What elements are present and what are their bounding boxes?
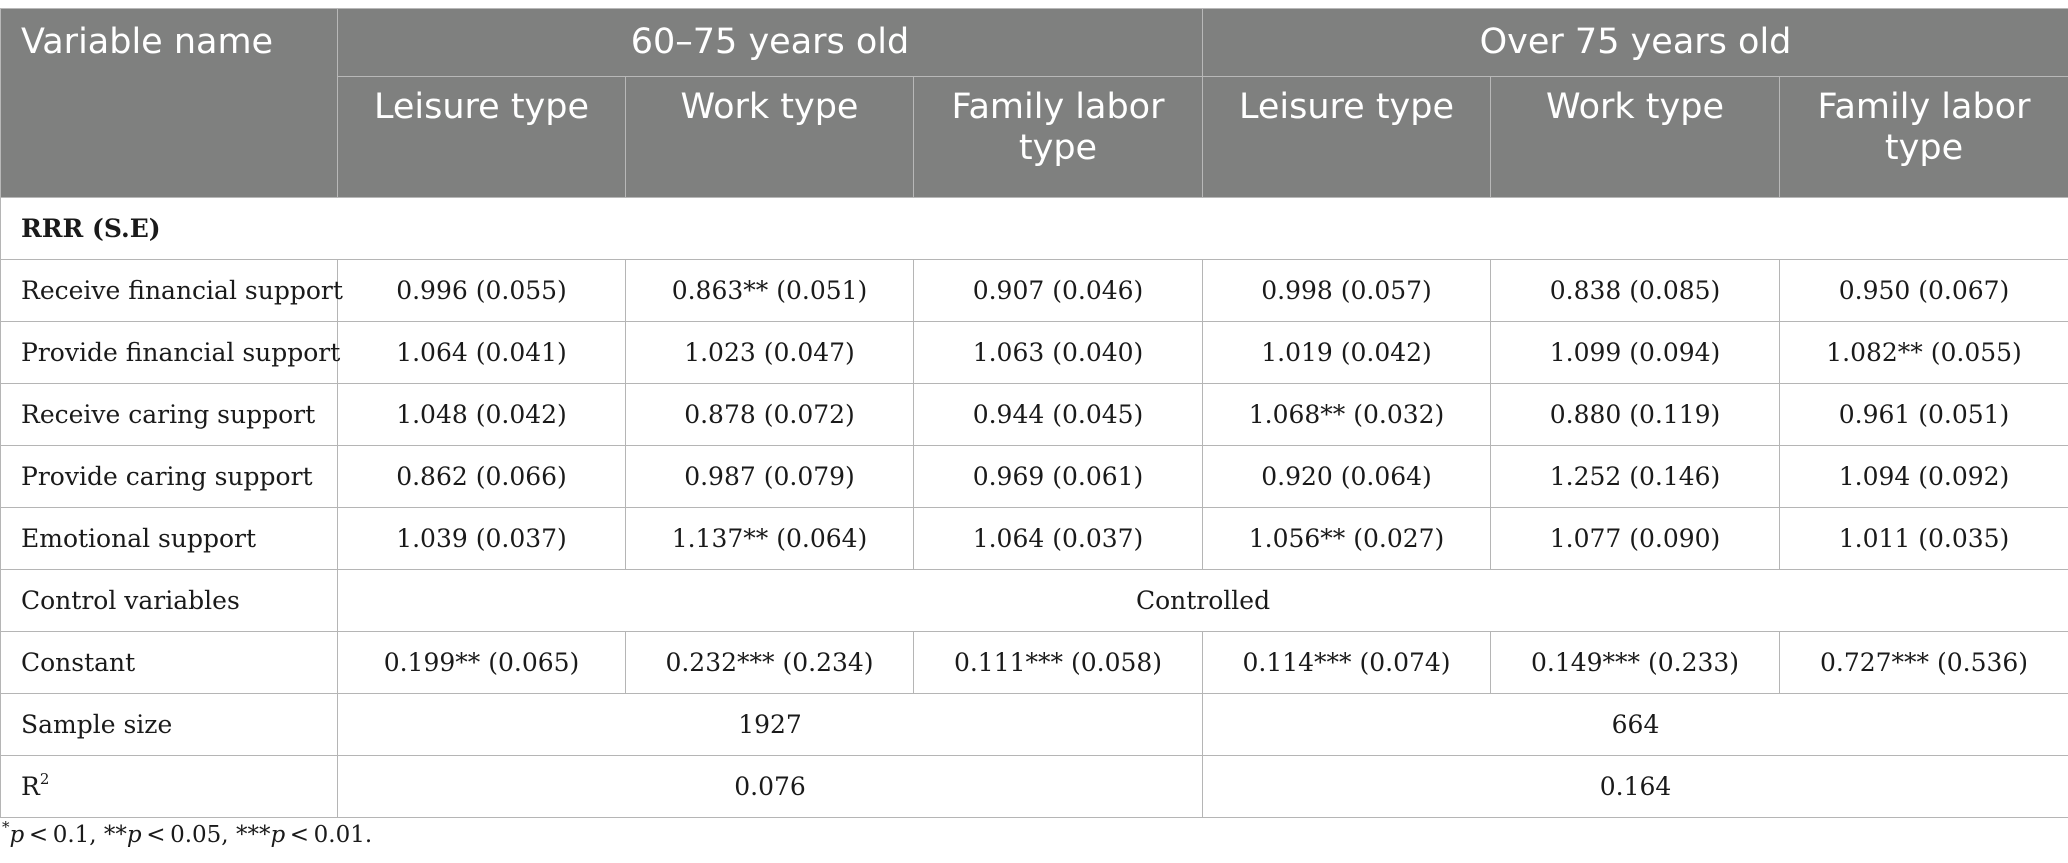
- table-cell: 0.111*** (0.058): [912, 631, 1204, 694]
- header-variable-name: Variable name: [0, 8, 338, 198]
- header-subcolumn: Family labor type: [912, 76, 1204, 198]
- table-cell: 0.838 (0.085): [1490, 259, 1781, 322]
- footnote-threshold-1: < 0.1,: [24, 822, 104, 848]
- table-cell: 1.011 (0.035): [1779, 507, 2068, 570]
- footnote-threshold-2: < 0.05,: [141, 822, 236, 848]
- table-cell: 0.920 (0.064): [1202, 445, 1492, 508]
- table-cell: 0.164: [1202, 755, 2068, 818]
- table-cell: 0.862 (0.066): [337, 445, 626, 508]
- table-cell: 0.076: [336, 755, 1204, 818]
- table-cell: 0.961 (0.051): [1779, 383, 2068, 446]
- table-cell: 0.878 (0.072): [625, 383, 914, 446]
- footnote-threshold-3: < 0.01.: [285, 822, 373, 848]
- table-row: Provide caring support 0.862 (0.066) 0.9…: [0, 445, 2068, 508]
- table-cell: 0.987 (0.079): [625, 445, 914, 508]
- footnote-stars-1: *: [2, 818, 10, 836]
- table-cell: 1.137** (0.064): [625, 507, 914, 570]
- row-label: Control variables: [0, 569, 338, 632]
- table-cell: 0.114*** (0.074): [1202, 631, 1492, 694]
- table-cell: 0.727*** (0.536): [1779, 631, 2068, 694]
- table-cell: 1.252 (0.146): [1490, 445, 1781, 508]
- table-cell: 1.056** (0.027): [1202, 507, 1492, 570]
- sample-size-row: Sample size 1927 664: [0, 693, 2068, 756]
- table-cell: 1927: [336, 693, 1204, 756]
- section-label: RRR (S.E): [0, 197, 2068, 260]
- table-cell: 1.064 (0.037): [912, 507, 1204, 570]
- table-row: Receive caring support 1.048 (0.042) 0.8…: [0, 383, 2068, 446]
- significance-footnote: *p < 0.1, **p < 0.05, ***p < 0.01.: [2, 820, 373, 849]
- header-group-60-75: 60–75 years old: [336, 8, 1204, 77]
- footnote-stars-3: ***: [235, 822, 271, 848]
- constant-row: Constant 0.199** (0.065) 0.232*** (0.234…: [0, 631, 2068, 694]
- footnote-stars-2: **: [103, 822, 127, 848]
- table-cell: 1.023 (0.047): [625, 321, 914, 384]
- row-label: Receive caring support: [0, 383, 338, 446]
- row-label: Receive financial support: [0, 259, 343, 322]
- regression-table-container: Variable name 60–75 years old Over 75 ye…: [0, 8, 2068, 818]
- table-cell: 1.094 (0.092): [1779, 445, 2068, 508]
- footnote-p-1: p: [9, 822, 25, 848]
- table-cell: 0.969 (0.061): [912, 445, 1204, 508]
- control-variables-row: Control variables Controlled: [0, 569, 2068, 632]
- table-cell: 1.019 (0.042): [1202, 321, 1492, 384]
- header-row-groups: Variable name 60–75 years old Over 75 ye…: [0, 8, 2068, 198]
- table-cell: 0.149*** (0.233): [1490, 631, 1781, 694]
- footnote-p-2: p: [126, 822, 142, 848]
- table-cell: 1.064 (0.041): [337, 321, 626, 384]
- row-label: Provide caring support: [0, 445, 338, 508]
- row-label: Emotional support: [0, 507, 338, 570]
- row-label: Sample size: [0, 693, 338, 756]
- table-cell: 1.039 (0.037): [337, 507, 626, 570]
- table-cell: 1.099 (0.094): [1490, 321, 1781, 384]
- table-cell: 664: [1202, 693, 2068, 756]
- r-squared-row: R2 0.076 0.164: [0, 755, 2068, 818]
- table-cell: 0.907 (0.046): [912, 259, 1204, 322]
- header-subcolumn: Work type: [625, 76, 914, 198]
- table-body: RRR (S.E) Receive financial support 0.99…: [0, 197, 2068, 818]
- table-cell: 1.082** (0.055): [1779, 321, 2068, 384]
- header-subcolumn: Family labor type: [1779, 76, 2068, 198]
- r-squared-superscript: 2: [39, 770, 50, 788]
- table-row: Provide financial support 1.064 (0.041) …: [0, 321, 2068, 384]
- control-value-cell: Controlled: [336, 569, 2068, 632]
- table-cell: 0.880 (0.119): [1490, 383, 1781, 446]
- table-cell: 0.199** (0.065): [337, 631, 626, 694]
- regression-table: Variable name 60–75 years old Over 75 ye…: [0, 8, 2068, 818]
- header-group-over-75: Over 75 years old: [1202, 8, 2068, 77]
- r-squared-label: R: [21, 772, 40, 801]
- table-cell: 1.068** (0.032): [1202, 383, 1492, 446]
- table-row: Receive financial support 0.996 (0.055) …: [0, 259, 2068, 322]
- header-subcolumn: Work type: [1490, 76, 1781, 198]
- table-cell: 0.863** (0.051): [625, 259, 914, 322]
- table-cell: 0.944 (0.045): [912, 383, 1204, 446]
- table-row: Emotional support 1.039 (0.037) 1.137** …: [0, 507, 2068, 570]
- table-cell: 1.077 (0.090): [1490, 507, 1781, 570]
- table-cell: 1.063 (0.040): [912, 321, 1204, 384]
- header-subcolumn: Leisure type: [1202, 76, 1492, 198]
- section-row: RRR (S.E): [0, 197, 2068, 260]
- row-label: Constant: [0, 631, 338, 694]
- table-cell: 0.996 (0.055): [337, 259, 626, 322]
- footnote-p-3: p: [270, 822, 286, 848]
- table-cell: 1.048 (0.042): [337, 383, 626, 446]
- table-cell: 0.232*** (0.234): [625, 631, 914, 694]
- row-label: Provide financial support: [0, 321, 340, 384]
- table-cell: 0.998 (0.057): [1202, 259, 1492, 322]
- row-label: R2: [0, 755, 338, 818]
- table-cell: 0.950 (0.067): [1779, 259, 2068, 322]
- header-row-types: Leisure type Work type Family labor type…: [1, 76, 2068, 198]
- header-subcolumn: Leisure type: [337, 76, 626, 198]
- table-header: Variable name 60–75 years old Over 75 ye…: [0, 8, 2068, 198]
